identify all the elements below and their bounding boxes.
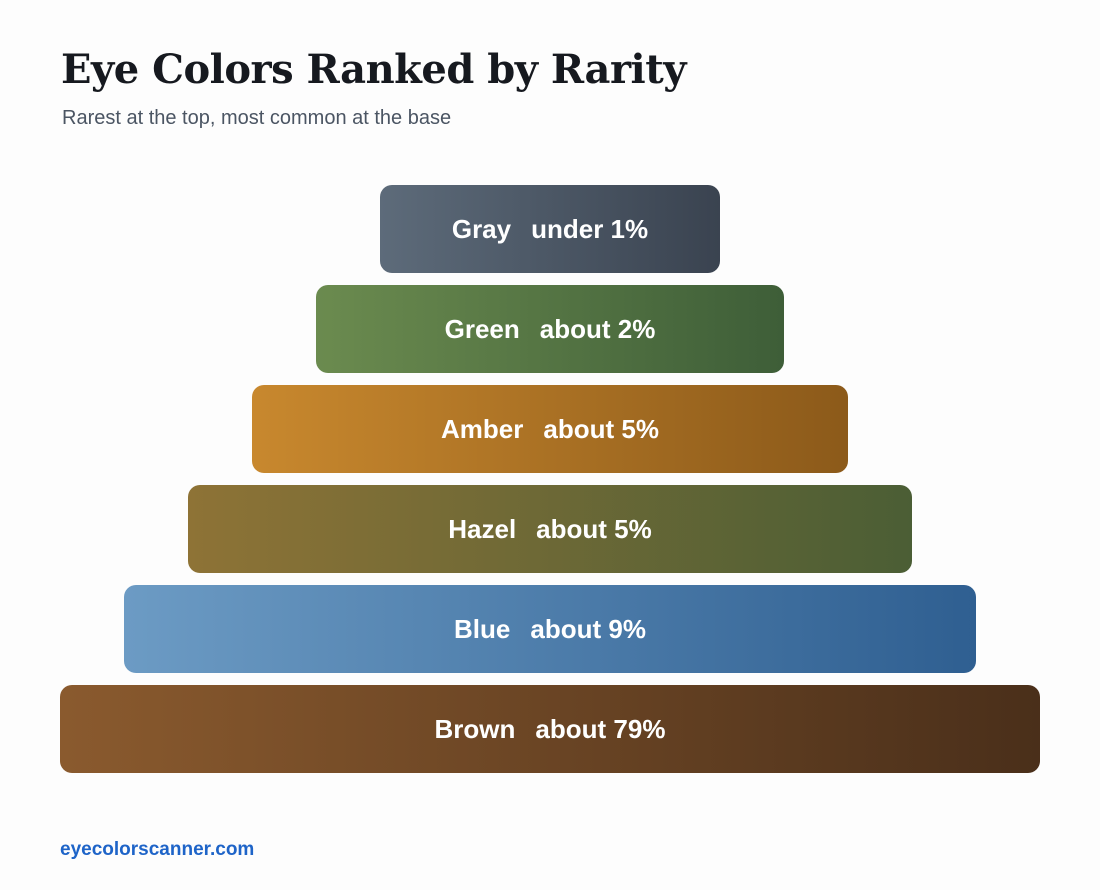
tier-value: under 1% [531,213,649,244]
tier-value: about 9% [530,613,646,644]
tier-value: about 2% [539,313,656,344]
tier-green: Green about 2% [316,285,784,373]
tier-amber: Amber about 5% [252,385,848,473]
tier-label: Green [444,313,520,344]
tier-value: about 79% [535,713,666,744]
tier-hazel: Hazel about 5% [188,485,912,573]
tier-brown: Brown about 79% [60,685,1040,773]
tier-label: Hazel [448,513,517,544]
tier-value: about 5% [543,413,659,444]
chart-subtitle: Rarest at the top, most common at the ba… [62,107,452,129]
tier-label: Brown [434,713,516,744]
site-link[interactable]: eyecolorscanner.com [60,839,255,860]
chart-title: Eye Colors Ranked by Rarity [61,46,686,93]
tier-blue: Blue about 9% [124,585,976,673]
tier-label: Blue [454,613,511,644]
tier-gray: Gray under 1% [380,185,720,273]
tier-label: Amber [441,413,524,444]
tier-label: Gray [451,213,512,244]
tier-value: about 5% [536,513,652,544]
